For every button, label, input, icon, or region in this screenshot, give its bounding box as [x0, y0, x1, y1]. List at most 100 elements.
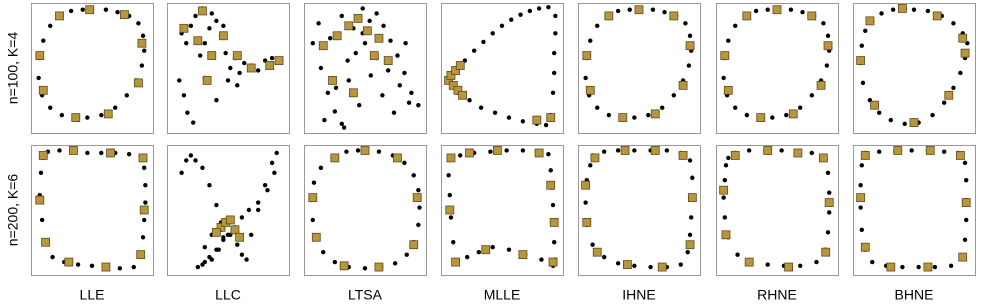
point [235, 242, 240, 247]
point [318, 65, 324, 71]
point [228, 65, 233, 71]
point [662, 10, 667, 15]
marker [55, 11, 64, 21]
point [214, 202, 219, 208]
point [527, 8, 533, 14]
point [721, 75, 726, 81]
point [825, 230, 831, 235]
point [536, 6, 542, 11]
point [185, 110, 190, 115]
point [809, 93, 814, 98]
marker [211, 227, 221, 237]
marker [534, 148, 544, 158]
point [909, 148, 914, 153]
marker [721, 230, 731, 240]
point [588, 38, 593, 43]
point [548, 168, 553, 173]
marker [332, 31, 342, 41]
point [391, 110, 397, 115]
point [595, 105, 600, 110]
marker [720, 51, 730, 60]
point [683, 21, 688, 26]
marker [788, 109, 798, 119]
marker [546, 113, 556, 122]
marker [374, 33, 384, 43]
point [678, 262, 683, 267]
point [374, 11, 379, 16]
point [115, 10, 120, 15]
point [765, 262, 770, 267]
point [451, 240, 456, 245]
point [685, 249, 690, 255]
point [687, 232, 693, 237]
marker [620, 146, 630, 155]
point [237, 70, 242, 76]
point [615, 261, 621, 266]
marker [232, 51, 242, 60]
point [242, 60, 247, 66]
point [825, 33, 831, 38]
point [583, 75, 588, 81]
point [509, 17, 514, 22]
point [499, 23, 505, 29]
marker [898, 4, 907, 13]
point [181, 93, 187, 98]
point [68, 8, 74, 14]
panel [716, 3, 839, 134]
marker [860, 242, 870, 252]
point [117, 266, 123, 271]
point [765, 7, 770, 12]
point [550, 90, 556, 96]
marker [451, 66, 461, 75]
point [409, 90, 414, 96]
point [446, 173, 451, 178]
marker [38, 85, 48, 95]
panel-frame [304, 3, 427, 134]
marker [549, 217, 559, 227]
point [490, 245, 495, 250]
point [80, 7, 85, 12]
marker [311, 232, 321, 242]
point [733, 105, 738, 110]
marker [581, 180, 591, 190]
marker [193, 36, 203, 46]
marker [932, 11, 942, 21]
point [265, 187, 270, 193]
point [890, 7, 896, 12]
point [239, 252, 245, 257]
point [814, 259, 819, 265]
point [200, 165, 205, 171]
marker [481, 245, 491, 255]
point [726, 38, 731, 43]
point [209, 11, 214, 16]
point [321, 249, 326, 255]
marker [492, 146, 502, 155]
point [932, 264, 938, 270]
point [962, 237, 968, 242]
point [316, 21, 321, 26]
point [627, 7, 632, 12]
point [809, 150, 814, 156]
point [879, 11, 884, 16]
marker [69, 146, 78, 155]
point [476, 249, 481, 255]
marker [374, 262, 384, 272]
marker [103, 109, 113, 119]
marker [744, 257, 754, 267]
point [900, 264, 905, 270]
marker [369, 51, 379, 60]
point [357, 103, 362, 108]
point [244, 257, 249, 262]
marker [38, 151, 48, 160]
point [948, 263, 954, 268]
point [606, 112, 612, 118]
point [490, 31, 495, 36]
column-label: MLLE [484, 287, 521, 303]
point [648, 264, 653, 270]
marker [687, 193, 697, 203]
marker [925, 146, 935, 155]
marker [590, 153, 600, 163]
point [346, 78, 351, 83]
marker [604, 11, 614, 21]
marker [318, 41, 328, 51]
